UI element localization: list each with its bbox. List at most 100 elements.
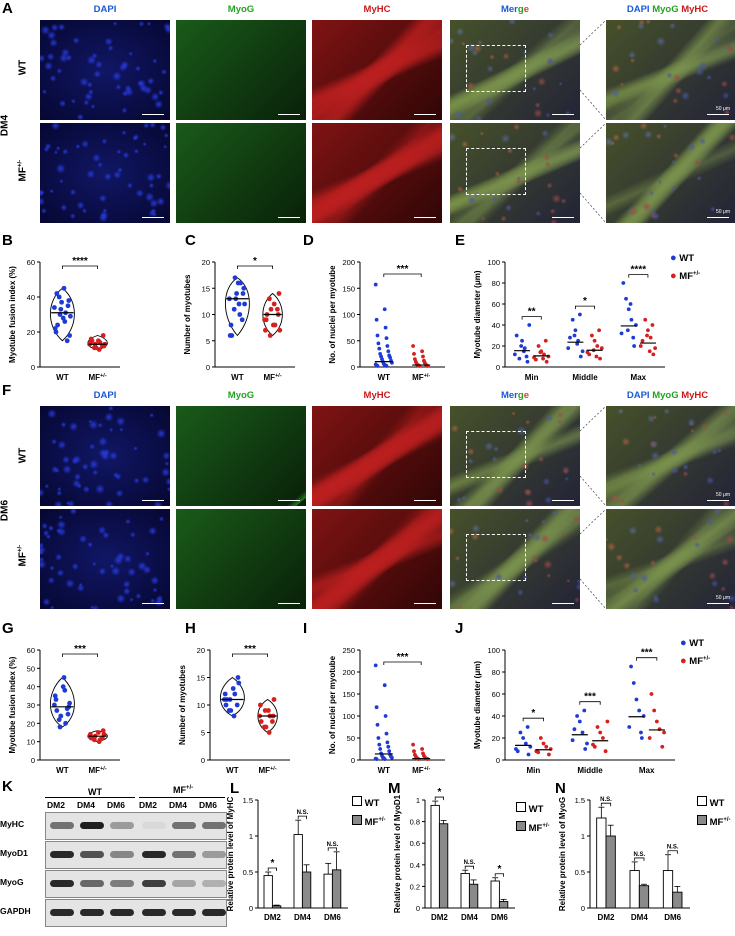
- significance-label: **: [528, 307, 536, 318]
- data-point: [62, 687, 68, 693]
- x-tick-label: WT: [226, 766, 239, 775]
- data-point: [662, 730, 666, 735]
- bar: [460, 872, 470, 909]
- data-point: [382, 307, 387, 312]
- y-tick-label: 1: [249, 832, 253, 841]
- wb-band: [110, 880, 134, 887]
- y-tick-label: 0.5: [575, 868, 585, 877]
- wb-band: [172, 909, 196, 916]
- data-point: [652, 708, 657, 713]
- data-point: [384, 364, 389, 368]
- data-point: [420, 349, 424, 354]
- data-point: [262, 708, 268, 713]
- data-point: [592, 744, 597, 749]
- x-tick-label: MF+/-: [89, 766, 107, 775]
- data-point: [647, 349, 652, 354]
- micrograph-zoom-wt: 50 μm: [606, 406, 735, 506]
- scale-bar: [142, 603, 164, 604]
- scale-bar: [278, 500, 300, 501]
- zoom-region-box: [465, 431, 527, 478]
- micrograph-zoom-mf: 50 μm: [606, 509, 735, 609]
- scale-bar-label: 50 μm: [716, 209, 730, 215]
- significance-label: N.S.: [600, 797, 612, 803]
- data-point: [378, 747, 383, 751]
- data-point: [651, 352, 656, 357]
- data-point: [543, 338, 548, 343]
- data-point: [377, 346, 382, 351]
- wb-membrane-myog: [45, 870, 227, 898]
- chart-C: 0 5 10 15 20 Number of myotubes WT MF+/- *: [183, 256, 295, 382]
- micrograph-zoom-mf: 50 μm: [606, 123, 735, 223]
- x-tick-label-part: MF: [89, 373, 101, 382]
- data-point: [634, 697, 639, 702]
- data-point: [536, 344, 541, 348]
- y-tick-label: 100: [342, 712, 355, 721]
- wb-band: [80, 909, 104, 916]
- x-tick-label: DM4: [631, 913, 648, 922]
- data-point: [653, 346, 658, 350]
- data-point: [54, 708, 60, 713]
- wb-band: [50, 909, 74, 916]
- data-point: [522, 346, 527, 350]
- wb-membrane-gapdh: [45, 899, 227, 927]
- data-point: [237, 312, 243, 317]
- data-point: [385, 344, 390, 348]
- panel-label-h: H: [185, 620, 196, 637]
- violin-outline: [50, 287, 75, 342]
- x-tick-label: DM6: [664, 913, 681, 922]
- y-tick-label: 0.4: [410, 861, 420, 870]
- wb-protein-label: GAPDH: [0, 906, 31, 916]
- data-point: [572, 727, 577, 732]
- data-point: [234, 702, 240, 708]
- data-point: [230, 686, 236, 691]
- scale-bar: [707, 217, 729, 218]
- data-point: [594, 354, 599, 359]
- x-tick-label: Max: [631, 373, 647, 382]
- chart-M: 0 0.2 0.4 0.6 0.8 1 Relative protein level of …: [393, 787, 515, 922]
- chart-G: 0 10 20 30 40 50 60 Myotube fusion index (%) WT M…: [8, 644, 120, 775]
- y-tick-label: 20: [27, 328, 35, 337]
- data-point: [267, 333, 273, 338]
- data-point: [100, 728, 106, 734]
- data-point: [544, 744, 549, 749]
- data-point: [628, 302, 633, 306]
- data-point: [548, 747, 553, 751]
- y-tick-label: 30: [27, 701, 35, 710]
- significance-label: ****: [631, 265, 647, 276]
- micrograph-dapi-wt: [40, 406, 170, 506]
- data-point: [631, 335, 636, 340]
- y-tick-label: 100: [342, 311, 355, 320]
- micrograph-myhc-wt: [312, 20, 442, 120]
- y-tick-label: 1.5: [575, 796, 585, 805]
- data-point: [605, 719, 610, 724]
- wb-band: [110, 822, 134, 829]
- wb-band: [50, 822, 74, 829]
- y-tick-label: 15: [197, 674, 205, 683]
- micrograph-zoom-wt: 50 μm: [606, 20, 735, 120]
- panel-label-b: B: [2, 232, 13, 249]
- x-tick-label: DM4: [461, 913, 478, 922]
- data-point: [61, 675, 67, 680]
- significance-bracket: [494, 873, 504, 877]
- data-point: [271, 697, 277, 702]
- micrograph-myhc-mf: [312, 123, 442, 223]
- data-point: [512, 352, 517, 357]
- data-point: [241, 285, 247, 291]
- data-point: [267, 296, 272, 302]
- data-point: [640, 338, 645, 343]
- y-tick-label: 0: [31, 363, 35, 372]
- data-point: [93, 345, 99, 351]
- data-point: [258, 702, 263, 708]
- data-point: [384, 336, 389, 341]
- violin-outline: [50, 676, 75, 728]
- chart-I: 0 50 100 150 200 250 No. of nuclei per myotube…: [328, 646, 445, 775]
- data-point: [518, 730, 523, 735]
- y-axis-label: Relative protein level of MyoD1: [393, 794, 402, 913]
- y-tick-label: 5: [206, 337, 210, 346]
- data-point: [541, 356, 545, 361]
- data-point: [601, 736, 605, 740]
- significance-bracket: [634, 857, 645, 861]
- data-point: [566, 346, 571, 350]
- scale-bar: [414, 500, 436, 501]
- data-point: [421, 354, 425, 359]
